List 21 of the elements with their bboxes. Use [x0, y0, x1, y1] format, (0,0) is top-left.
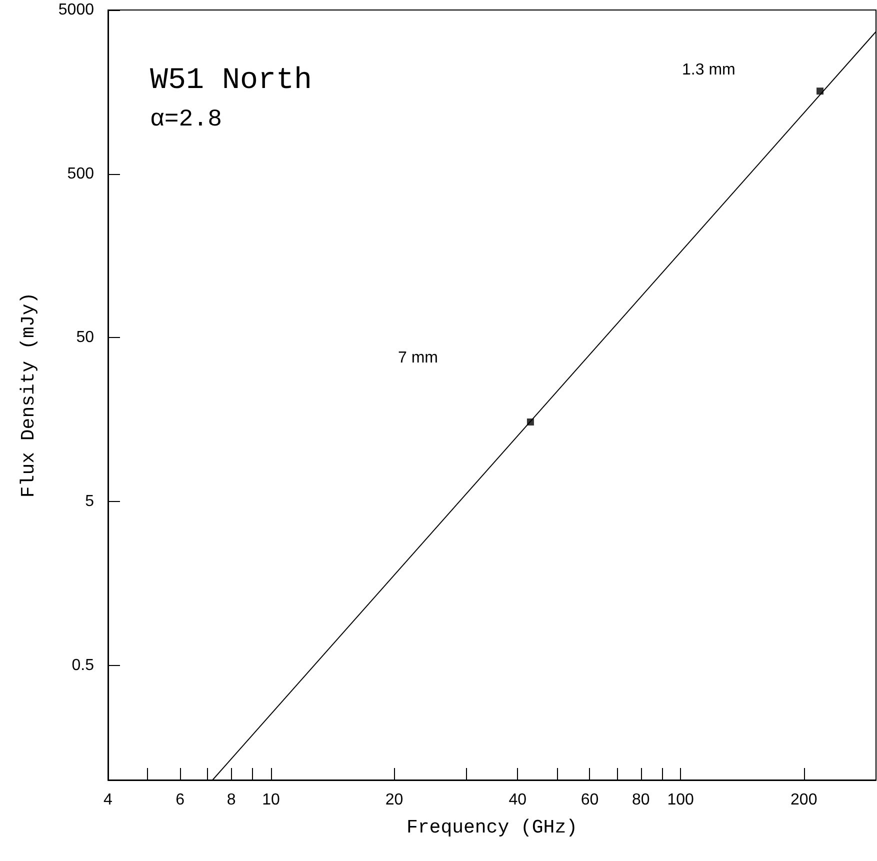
y-tick-label: 500: [67, 165, 94, 182]
x-tick-label: 100: [667, 792, 694, 808]
y-tick-label: 0.5: [72, 656, 94, 674]
annotation: W51 North: [150, 64, 312, 98]
x-tick-label: 20: [385, 792, 404, 808]
x-axis-title: Frequency (GHz): [406, 816, 578, 838]
x-tick-label: 40: [508, 792, 527, 808]
annotation: 1.3 mm: [682, 62, 736, 78]
x-tick-label: 10: [262, 792, 280, 808]
annotation: α=2.8: [150, 106, 222, 134]
x-tick-label: 6: [176, 792, 185, 808]
y-tick-label: 5000: [58, 2, 94, 18]
y-tick-label: 5: [85, 493, 94, 510]
x-tick-label: 200: [790, 792, 818, 808]
x-tick-label: 8: [226, 792, 236, 808]
y-axis-title: Flux Density (mJy): [18, 292, 40, 498]
annotation: 7 mm: [398, 350, 438, 366]
x-tick-label: 4: [104, 792, 113, 808]
x-tick-label: 80: [632, 792, 650, 808]
x-tick-label: 60: [580, 792, 599, 808]
y-tick-label: 50: [76, 329, 94, 346]
